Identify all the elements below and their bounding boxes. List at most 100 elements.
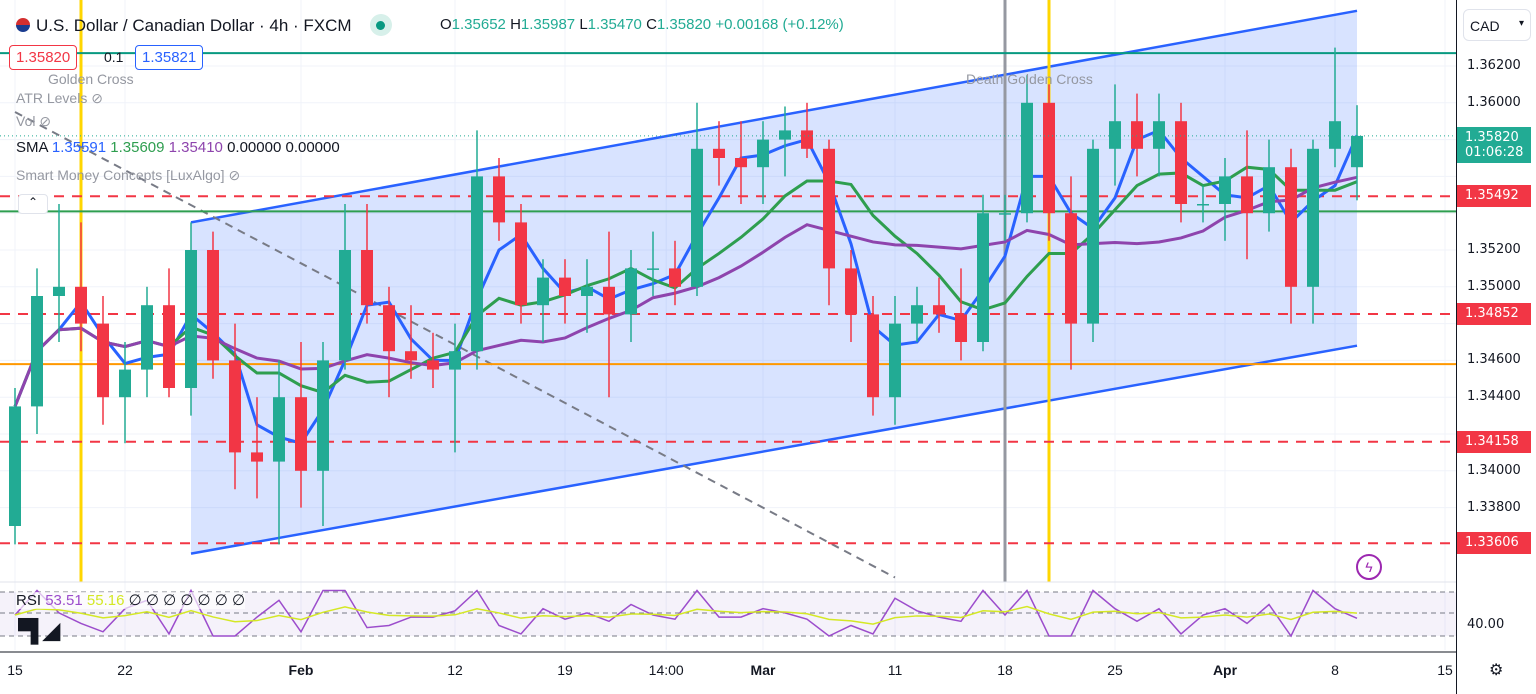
candle-body bbox=[1307, 148, 1319, 287]
price-tick: 1.35000 bbox=[1467, 278, 1521, 294]
candle-body bbox=[581, 286, 593, 296]
alert-lightning-icon[interactable]: ϟ bbox=[1356, 554, 1382, 580]
level-price-tag: 1.34852 bbox=[1457, 303, 1531, 326]
candle-body bbox=[1197, 204, 1209, 206]
candle-body bbox=[867, 314, 879, 398]
hidden-eye-icon[interactable]: ⊘ bbox=[228, 167, 241, 183]
candle-body bbox=[691, 148, 703, 287]
hidden-eye-icon[interactable]: ⊘ bbox=[91, 90, 103, 106]
price-tick: 1.34000 bbox=[1467, 462, 1521, 478]
candle-body bbox=[141, 305, 153, 370]
time-tick: 12 bbox=[447, 662, 463, 678]
time-tick: 22 bbox=[117, 662, 133, 678]
candle-body bbox=[185, 250, 197, 388]
candle-body bbox=[1175, 121, 1187, 204]
hidden-eye-icon[interactable]: ⊘ bbox=[39, 113, 52, 129]
chevron-down-icon: ▾ bbox=[1518, 18, 1524, 29]
price-chart[interactable] bbox=[0, 0, 1456, 694]
smc-legend[interactable]: Smart Money Concepts [LuxAlgo] ⊘ bbox=[16, 167, 241, 183]
candle-body bbox=[801, 130, 813, 149]
candle-body bbox=[471, 176, 483, 352]
price-tick: 1.36000 bbox=[1467, 94, 1521, 110]
candle-body bbox=[537, 277, 549, 306]
candle-body bbox=[229, 360, 241, 453]
candle-body bbox=[31, 296, 43, 407]
collapse-legend-button[interactable]: ⌃ bbox=[18, 194, 48, 214]
candle-body bbox=[889, 323, 901, 398]
price-tick: 1.36200 bbox=[1467, 58, 1521, 73]
candle-body bbox=[9, 406, 21, 526]
price-tick: 1.34600 bbox=[1467, 352, 1521, 368]
candle-body bbox=[53, 286, 65, 296]
death-golden-cross-label: Death Golden Cross bbox=[966, 71, 1093, 87]
level-price-tag: 1.35492 bbox=[1457, 185, 1531, 208]
rsi-legend[interactable]: RSI 53.51 55.16 ∅ ∅ ∅ ∅ ∅ ∅ ∅ bbox=[16, 592, 246, 609]
sma-legend[interactable]: SMA 1.35591 1.35609 1.35410 0.00000 0.00… bbox=[16, 139, 340, 156]
level-price-tag: 1.34158 bbox=[1457, 430, 1531, 453]
sma-slow-line bbox=[13, 175, 1358, 407]
candle-body bbox=[163, 305, 175, 388]
candle-body bbox=[757, 139, 769, 168]
candle-body bbox=[779, 130, 791, 140]
price-axis[interactable]: CAD ▾ 1.35820 01:06:28 40.00 ⚙ 1.36200 1.36… bbox=[1456, 0, 1536, 694]
market-open-indicator bbox=[369, 14, 392, 36]
candle-body bbox=[1351, 135, 1363, 168]
buy-button[interactable]: 1.35821 bbox=[135, 45, 204, 70]
candle-body bbox=[1285, 167, 1297, 287]
candle-body bbox=[603, 286, 615, 315]
channel-upper-line bbox=[190, 9, 1358, 224]
candle-body bbox=[559, 277, 571, 296]
candle-body bbox=[977, 213, 989, 342]
candle-body bbox=[339, 250, 351, 361]
candle-body bbox=[911, 305, 923, 324]
channel-lower-line bbox=[190, 344, 1358, 555]
candle-body bbox=[119, 369, 131, 398]
candle-body bbox=[361, 250, 373, 306]
candle-body bbox=[449, 351, 461, 370]
time-tick: 25 bbox=[1107, 662, 1123, 678]
settings-icon[interactable]: ⚙ bbox=[1489, 662, 1504, 679]
channel-fill bbox=[191, 10, 1357, 554]
candle-body bbox=[493, 176, 505, 223]
candle-body bbox=[735, 158, 747, 168]
rsi-tick: 40.00 bbox=[1467, 617, 1505, 632]
time-tick: 19 bbox=[557, 662, 573, 678]
candle-body bbox=[647, 268, 659, 270]
price-tick: 1.34400 bbox=[1467, 389, 1521, 405]
candle-body bbox=[1219, 176, 1231, 204]
time-tick: 14:00 bbox=[648, 662, 684, 678]
golden-cross-label: Golden Cross bbox=[48, 71, 134, 87]
time-tick: 8 bbox=[1331, 662, 1339, 678]
candle-body bbox=[251, 452, 263, 462]
rsi-ma-line bbox=[14, 605, 1358, 625]
candle-body bbox=[625, 268, 637, 315]
candle-body bbox=[1109, 121, 1121, 149]
candle-body bbox=[1021, 102, 1033, 214]
candle-body bbox=[273, 397, 285, 462]
candle-body bbox=[1087, 148, 1099, 324]
vol-legend[interactable]: Vol ⊘ bbox=[16, 113, 52, 129]
candle-body bbox=[427, 360, 439, 370]
candle-body bbox=[999, 213, 1011, 215]
price-tick: 1.33800 bbox=[1467, 499, 1521, 515]
rsi-line bbox=[14, 588, 1358, 638]
time-tick: 15 bbox=[1437, 662, 1453, 678]
candle-body bbox=[1329, 121, 1341, 149]
candle-body bbox=[515, 222, 527, 306]
sell-button[interactable]: 1.35820 bbox=[9, 45, 78, 70]
currency-dropdown[interactable]: CAD ▾ bbox=[1463, 9, 1531, 41]
sma-mid-line bbox=[13, 165, 1358, 407]
time-tick: 11 bbox=[887, 662, 903, 678]
atr-levels-legend[interactable]: ATR Levels ⊘ bbox=[16, 90, 103, 106]
candle-body bbox=[207, 250, 219, 361]
level-price-tag: 1.33606 bbox=[1457, 532, 1531, 555]
time-tick: Feb bbox=[288, 662, 314, 678]
candle-body bbox=[405, 351, 417, 361]
symbol-title[interactable]: U.S. Dollar / Canadian Dollar · 4h · FXC… bbox=[16, 14, 392, 36]
candle-body bbox=[713, 148, 725, 158]
candle-body bbox=[845, 268, 857, 315]
price-tick: 1.35200 bbox=[1467, 242, 1521, 257]
candle-body bbox=[97, 323, 109, 398]
candle-body bbox=[823, 148, 835, 269]
candle-body bbox=[955, 314, 967, 342]
